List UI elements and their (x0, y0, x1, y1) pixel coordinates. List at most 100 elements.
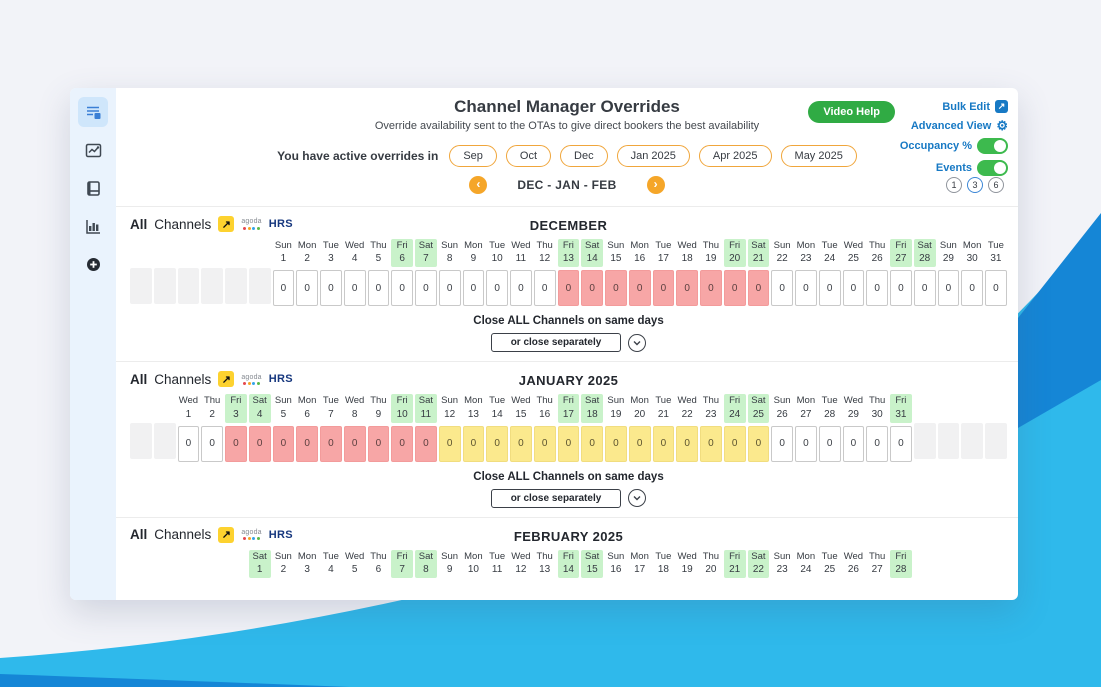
availability-cell[interactable]: 0 (890, 425, 912, 462)
availability-cell[interactable]: 0 (628, 425, 651, 462)
availability-cell[interactable]: 0 (890, 270, 912, 307)
availability-cell[interactable]: 0 (866, 270, 888, 307)
availability-cell[interactable]: 0 (486, 270, 508, 307)
availability-cell[interactable]: 0 (462, 425, 485, 462)
months-per-page-option[interactable]: 1 (946, 177, 962, 193)
override-month-pill[interactable]: May 2025 (780, 145, 857, 167)
availability-cell[interactable]: 0 (343, 425, 366, 462)
video-help-button[interactable]: Video Help (808, 101, 895, 123)
availability-cell[interactable]: 0 (533, 425, 556, 462)
availability-cell[interactable]: 0 (177, 425, 200, 462)
sidebar-item-overrides[interactable] (78, 97, 108, 127)
availability-cell[interactable]: 0 (771, 425, 793, 462)
availability-cell[interactable]: 0 (343, 270, 366, 307)
advanced-view-link[interactable]: Advanced View ⚙ (911, 119, 1008, 132)
channels-group: All Channels ↗ agoda HRS (130, 371, 293, 388)
availability-cell[interactable]: 0 (225, 425, 247, 462)
sidebar-item-analytics[interactable] (78, 135, 108, 165)
availability-cell[interactable]: 0 (201, 425, 223, 462)
occupancy-toggle[interactable] (977, 138, 1008, 154)
override-month-pill[interactable]: Oct (505, 145, 552, 167)
channel-manager-card: Channel Manager Overrides Override avail… (70, 88, 1018, 600)
availability-cell[interactable]: 0 (700, 425, 722, 462)
sidebar-item-bookings[interactable] (78, 173, 108, 203)
prev-months-button[interactable]: ‹ (469, 176, 488, 194)
months-per-page-option[interactable]: 6 (988, 177, 1004, 193)
availability-cell[interactable]: 0 (652, 425, 675, 462)
availability-cell[interactable]: 0 (652, 270, 675, 307)
line-chart-icon (85, 143, 101, 157)
close-separately-expand-button[interactable] (628, 489, 646, 508)
availability-cell[interactable]: 0 (771, 270, 793, 307)
availability-cell[interactable]: 0 (581, 270, 603, 307)
availability-cell[interactable]: 0 (296, 270, 318, 307)
availability-cell[interactable]: 0 (391, 425, 413, 462)
availability-cell[interactable]: 0 (605, 270, 627, 307)
override-month-pill[interactable]: Apr 2025 (698, 145, 772, 167)
availability-cell[interactable]: 0 (320, 270, 342, 307)
availability-cell[interactable]: 0 (510, 270, 532, 307)
override-month-pill[interactable]: Dec (560, 145, 608, 167)
availability-cell[interactable]: 0 (438, 425, 461, 462)
availability-cell[interactable]: 0 (367, 425, 390, 462)
close-separately-button[interactable]: or close separately (491, 333, 621, 353)
day-header: Mon 27 (796, 395, 816, 420)
availability-cell[interactable]: 0 (272, 270, 295, 307)
sidebar-item-reports[interactable] (78, 211, 108, 241)
availability-cell[interactable]: 0 (795, 425, 817, 462)
day-header: Wed 15 (511, 395, 531, 420)
availability-cell[interactable]: 0 (415, 425, 437, 462)
availability-cell[interactable]: 0 (510, 425, 532, 462)
availability-cell[interactable]: 0 (415, 270, 437, 307)
availability-cell[interactable]: 0 (296, 425, 318, 462)
close-separately-expand-button[interactable] (628, 333, 646, 352)
close-separately-button[interactable]: or close separately (491, 488, 621, 508)
next-months-button[interactable]: › (646, 176, 665, 194)
availability-cell[interactable]: 0 (272, 425, 295, 462)
events-toggle[interactable] (977, 160, 1008, 176)
availability-cell[interactable]: 0 (866, 425, 888, 462)
availability-cell[interactable]: 0 (320, 425, 342, 462)
availability-cell[interactable]: 0 (747, 270, 770, 307)
availability-cell[interactable]: 0 (747, 425, 770, 462)
override-month-pill[interactable]: Sep (449, 145, 497, 167)
agoda-icon: agoda (241, 529, 262, 541)
availability-cell[interactable]: 0 (438, 270, 461, 307)
availability-cell[interactable]: 0 (913, 270, 936, 307)
sidebar-item-add[interactable] (78, 249, 108, 279)
calendar-column (225, 550, 247, 581)
override-month-pill[interactable]: Jan 2025 (616, 145, 690, 167)
availability-cell[interactable]: 0 (533, 270, 556, 307)
availability-cell[interactable]: 0 (676, 425, 698, 462)
availability-cell[interactable]: 0 (723, 425, 746, 462)
availability-cell[interactable]: 0 (628, 270, 651, 307)
availability-cell[interactable]: 0 (985, 270, 1007, 307)
calendar-column (153, 239, 176, 306)
day-header: Mon 17 (630, 550, 649, 576)
availability-cell[interactable]: 0 (557, 425, 580, 462)
bulk-edit-link[interactable]: Bulk Edit ↗ (942, 100, 1008, 113)
availability-cell[interactable]: 0 (248, 425, 271, 462)
availability-cell[interactable]: 0 (842, 425, 865, 462)
availability-cell[interactable]: 0 (700, 270, 722, 307)
availability-cell[interactable]: 0 (818, 270, 841, 307)
availability-cell[interactable]: 0 (723, 270, 746, 307)
availability-cell[interactable]: 0 (937, 270, 960, 307)
availability-cell[interactable]: 0 (676, 270, 698, 307)
availability-cell[interactable]: 0 (462, 270, 485, 307)
availability-cell[interactable]: 0 (605, 425, 627, 462)
availability-cell[interactable]: 0 (391, 270, 413, 307)
availability-cell[interactable]: 0 (795, 270, 817, 307)
availability-cell[interactable]: 0 (581, 425, 603, 462)
day-header: Fri 20 (723, 239, 746, 268)
calendar-column: Sat 21 0 (747, 239, 770, 307)
availability-cell[interactable]: 0 (961, 270, 983, 307)
availability-cell[interactable]: 0 (557, 270, 580, 307)
availability-cell[interactable]: 0 (486, 425, 508, 462)
availability-cell[interactable]: 0 (818, 425, 841, 462)
availability-cell[interactable]: 0 (367, 270, 390, 307)
availability-cell[interactable]: 0 (842, 270, 865, 307)
calendar-column: Thu 19 0 (700, 239, 722, 307)
calendar-column: Wed 29 0 (842, 394, 865, 462)
months-per-page-option[interactable]: 3 (967, 177, 983, 193)
